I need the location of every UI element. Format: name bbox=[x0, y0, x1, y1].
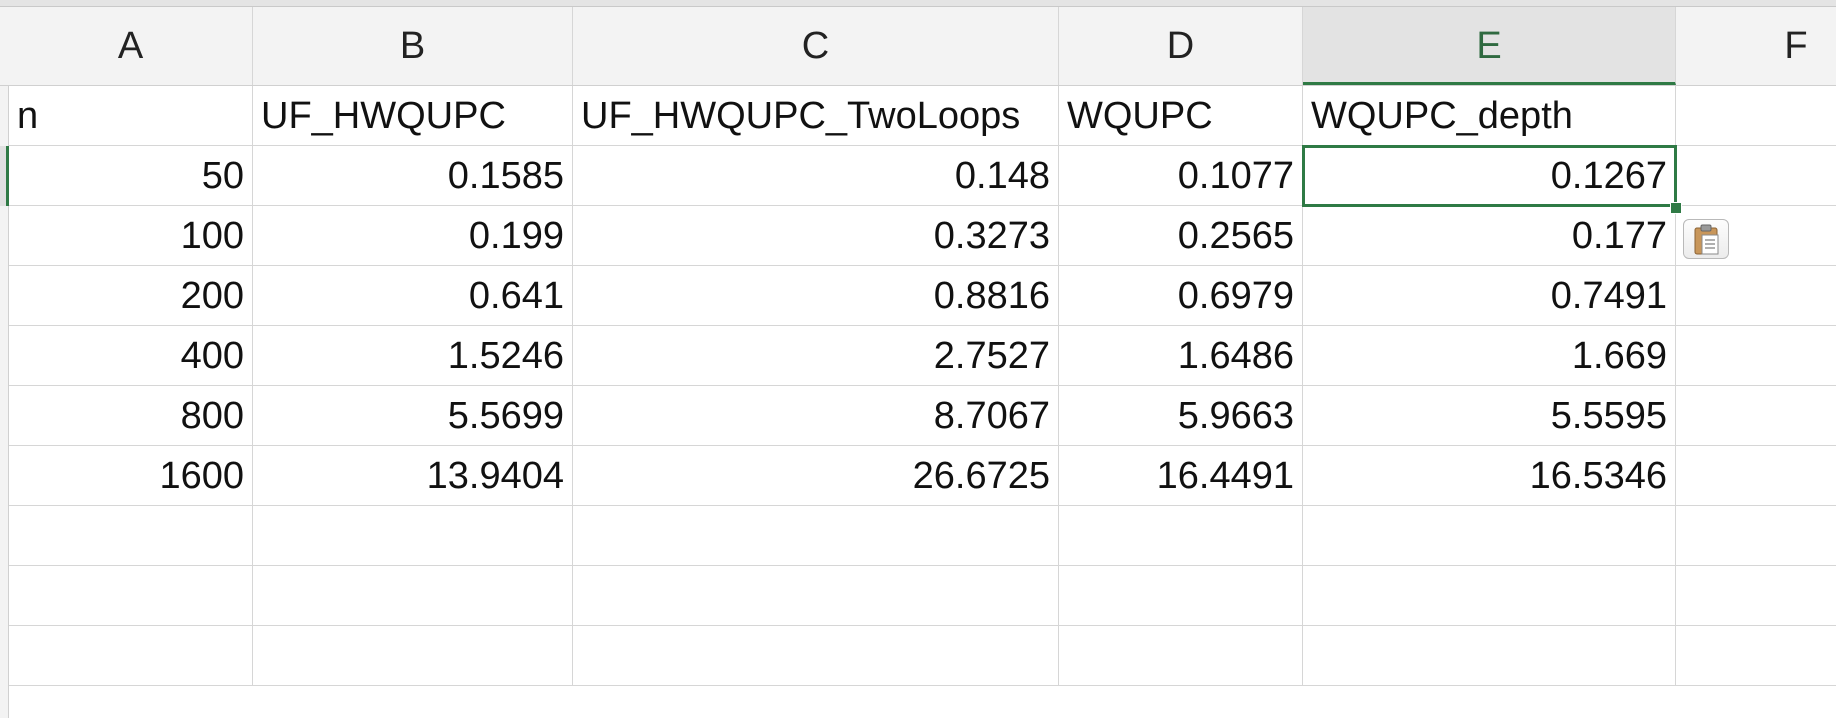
cell-b5[interactable]: 1.5246 bbox=[253, 326, 573, 386]
cell-f7[interactable] bbox=[1676, 446, 1836, 506]
cell-d7[interactable]: 16.4491 bbox=[1059, 446, 1303, 506]
cell-b8[interactable] bbox=[253, 506, 573, 566]
cell-e8[interactable] bbox=[1303, 506, 1676, 566]
cell-c7[interactable]: 26.6725 bbox=[573, 446, 1059, 506]
cell-b9[interactable] bbox=[253, 566, 573, 626]
row-header-1[interactable] bbox=[0, 86, 9, 146]
cell-a3[interactable]: 100 bbox=[9, 206, 253, 266]
cell-e1[interactable]: WQUPC_depth bbox=[1303, 86, 1676, 146]
cell-a10[interactable] bbox=[9, 626, 253, 686]
cell-f2[interactable] bbox=[1676, 146, 1836, 206]
cell-c4[interactable]: 0.8816 bbox=[573, 266, 1059, 326]
cell-d6[interactable]: 5.9663 bbox=[1059, 386, 1303, 446]
cell-a2[interactable]: 50 bbox=[9, 146, 253, 206]
cell-a4[interactable]: 200 bbox=[9, 266, 253, 326]
cell-b1[interactable]: UF_HWQUPC bbox=[253, 86, 573, 146]
cell-c8[interactable] bbox=[573, 506, 1059, 566]
cell-c2[interactable]: 0.148 bbox=[573, 146, 1059, 206]
cell-d4[interactable]: 0.6979 bbox=[1059, 266, 1303, 326]
cell-f5[interactable] bbox=[1676, 326, 1836, 386]
cell-d5[interactable]: 1.6486 bbox=[1059, 326, 1303, 386]
cell-a8[interactable] bbox=[9, 506, 253, 566]
cell-f10[interactable] bbox=[1676, 626, 1836, 686]
cell-b10[interactable] bbox=[253, 626, 573, 686]
column-header-c[interactable]: C bbox=[573, 7, 1059, 85]
column-header-d[interactable]: D bbox=[1059, 7, 1303, 85]
toolbar-edge bbox=[0, 0, 1836, 7]
cell-c6[interactable]: 8.7067 bbox=[573, 386, 1059, 446]
cell-b6[interactable]: 5.5699 bbox=[253, 386, 573, 446]
fill-handle[interactable] bbox=[1670, 202, 1682, 214]
cell-d8[interactable] bbox=[1059, 506, 1303, 566]
cell-a7[interactable]: 1600 bbox=[9, 446, 253, 506]
clipboard-icon bbox=[1694, 224, 1719, 255]
cell-d9[interactable] bbox=[1059, 566, 1303, 626]
cell-c10[interactable] bbox=[573, 626, 1059, 686]
cell-b4[interactable]: 0.641 bbox=[253, 266, 573, 326]
cell-e9[interactable] bbox=[1303, 566, 1676, 626]
column-header-b[interactable]: B bbox=[253, 7, 573, 85]
cell-d1[interactable]: WQUPC bbox=[1059, 86, 1303, 146]
cell-c5[interactable]: 2.7527 bbox=[573, 326, 1059, 386]
cell-e2[interactable]: 0.1267 bbox=[1302, 145, 1677, 207]
cell-b3[interactable]: 0.199 bbox=[253, 206, 573, 266]
cell-a6[interactable]: 800 bbox=[9, 386, 253, 446]
cell-f4[interactable] bbox=[1676, 266, 1836, 326]
cell-c3[interactable]: 0.3273 bbox=[573, 206, 1059, 266]
cell-c9[interactable] bbox=[573, 566, 1059, 626]
column-header-f[interactable]: F bbox=[1784, 25, 1808, 67]
cell-e7[interactable]: 16.5346 bbox=[1303, 446, 1676, 506]
cell-a9[interactable] bbox=[9, 566, 253, 626]
cell-a1[interactable]: n bbox=[9, 86, 253, 146]
column-header-e[interactable]: E bbox=[1303, 7, 1676, 85]
paste-options-button[interactable] bbox=[1683, 219, 1729, 259]
cell-e4[interactable]: 0.7491 bbox=[1303, 266, 1676, 326]
column-header-row: A B C D E F bbox=[0, 7, 1836, 86]
row-header-rest[interactable] bbox=[0, 206, 9, 718]
cell-f3[interactable] bbox=[1676, 206, 1836, 266]
cell-f9[interactable] bbox=[1676, 566, 1836, 626]
cell-e6[interactable]: 5.5595 bbox=[1303, 386, 1676, 446]
cell-a5[interactable]: 400 bbox=[9, 326, 253, 386]
column-header-a[interactable]: A bbox=[9, 7, 253, 85]
row-header-2[interactable] bbox=[0, 146, 9, 206]
cell-f8[interactable] bbox=[1676, 506, 1836, 566]
cell-f6[interactable] bbox=[1676, 386, 1836, 446]
cell-e5[interactable]: 1.669 bbox=[1303, 326, 1676, 386]
cell-b2[interactable]: 0.1585 bbox=[253, 146, 573, 206]
cell-b7[interactable]: 13.9404 bbox=[253, 446, 573, 506]
cell-e3[interactable]: 0.177 bbox=[1303, 206, 1676, 266]
cell-d3[interactable]: 0.2565 bbox=[1059, 206, 1303, 266]
cell-e10[interactable] bbox=[1303, 626, 1676, 686]
cell-c1[interactable]: UF_HWQUPC_TwoLoops bbox=[573, 86, 1059, 146]
cell-f1[interactable] bbox=[1676, 86, 1836, 146]
cell-d2[interactable]: 0.1077 bbox=[1059, 146, 1303, 206]
cell-d10[interactable] bbox=[1059, 626, 1303, 686]
